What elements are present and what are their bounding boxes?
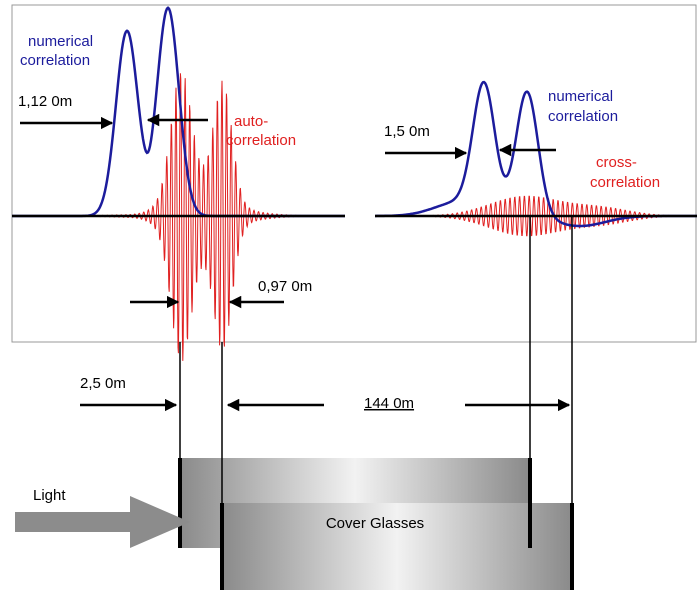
annotation: correlation (226, 132, 296, 149)
annotation: correlation (20, 52, 90, 69)
annotation: numerical (28, 33, 93, 50)
light-label: Light (33, 487, 66, 504)
dimension-label: 144 0m (364, 395, 414, 412)
annotation: correlation (548, 108, 618, 125)
annotation: numerical (548, 88, 613, 105)
sample-label: Cover Glasses (326, 515, 424, 532)
annotation: cross- (596, 154, 637, 171)
dimension-label: 0,97 0m (258, 278, 312, 295)
figure: Cover Glasses Light numerical correlatio… (0, 0, 697, 590)
annotation: correlation (590, 174, 660, 191)
dimension-label: 1,5 0m (384, 123, 430, 140)
dimension-label: 1,12 0m (18, 93, 72, 110)
dimension-label: 2,5 0m (80, 375, 126, 392)
annotation: auto- (234, 113, 268, 130)
